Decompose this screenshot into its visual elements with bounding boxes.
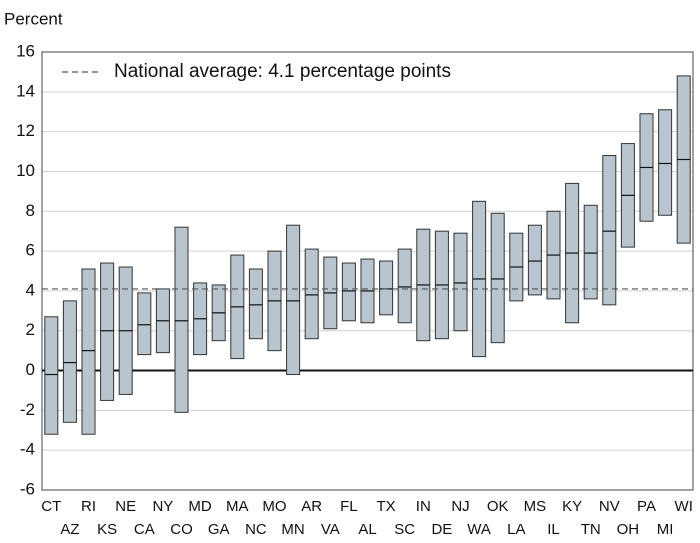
x-tick-label: DE (431, 521, 452, 538)
range-bar (81, 268, 96, 435)
x-tick-label: NE (115, 498, 136, 515)
legend-label: National average: 4.1 percentage points (114, 61, 451, 82)
x-tick-label: GA (208, 521, 230, 538)
x-tick-label: AL (358, 521, 376, 538)
range-bar (137, 292, 152, 356)
x-tick-label: NY (152, 498, 173, 515)
range-bar (379, 260, 394, 316)
y-tick-label: 14 (16, 81, 35, 100)
x-tick-label: MA (226, 498, 249, 515)
y-tick-label: -2 (20, 400, 35, 419)
range-bar (174, 226, 189, 413)
range-bar (62, 300, 77, 423)
x-tick-label: KY (562, 498, 582, 515)
x-tick-label: KS (97, 521, 117, 538)
x-tick-label: TN (581, 521, 601, 538)
range-bar (304, 248, 319, 340)
x-tick-label: MN (281, 521, 304, 538)
x-tick-label: PA (637, 498, 656, 515)
x-tick-label: IL (547, 521, 560, 538)
range-bar (602, 155, 617, 306)
x-tick-label: MD (188, 498, 211, 515)
x-tick-label: NC (245, 521, 267, 538)
y-tick-label: 8 (26, 201, 35, 220)
y-tick-label: -6 (20, 479, 35, 498)
y-tick-label: 4 (26, 280, 35, 299)
x-tick-label: MO (262, 498, 286, 515)
range-bar (286, 224, 301, 376)
range-bar (658, 109, 673, 216)
x-tick-label: MI (657, 521, 674, 538)
x-tick-label: NJ (451, 498, 469, 515)
range-bar (100, 262, 115, 401)
x-tick-label: OH (617, 521, 640, 538)
range-bar (44, 316, 59, 435)
x-tick-label: CA (134, 521, 155, 538)
range-bar (527, 224, 542, 296)
y-tick-label: 0 (26, 360, 35, 379)
range-bar (248, 268, 263, 340)
range-bar (397, 248, 412, 324)
x-tick-label: CT (41, 498, 61, 515)
x-tick-label: SC (394, 521, 415, 538)
x-tick-label: VA (321, 521, 340, 538)
y-tick-label: -4 (20, 440, 35, 459)
y-tick-label: 16 (16, 41, 35, 60)
x-tick-label: NV (599, 498, 620, 515)
x-tick-label: FL (340, 498, 358, 515)
x-tick-label: AR (301, 498, 322, 515)
x-tick-label: AZ (60, 521, 79, 538)
x-tick-label: WA (467, 521, 491, 538)
x-tick-label: OK (487, 498, 509, 515)
x-tick-label: MS (524, 498, 547, 515)
range-bar (341, 262, 356, 322)
y-tick-label: 6 (26, 241, 35, 260)
x-tick-label: IN (416, 498, 431, 515)
range-bar (583, 204, 598, 300)
x-tick-label: WI (675, 498, 693, 515)
y-tick-label: 10 (16, 161, 35, 180)
range-bar (490, 212, 505, 344)
range-bar (453, 232, 468, 332)
x-tick-label: TX (377, 498, 396, 515)
y-tick-label: 2 (26, 320, 35, 339)
plot-frame (41, 51, 694, 491)
y-axis-label: Percent (4, 9, 63, 28)
x-tick-label: LA (507, 521, 525, 538)
y-tick-label: 12 (16, 121, 35, 140)
x-tick-label: RI (81, 498, 96, 515)
x-tick-label: CO (170, 521, 193, 538)
